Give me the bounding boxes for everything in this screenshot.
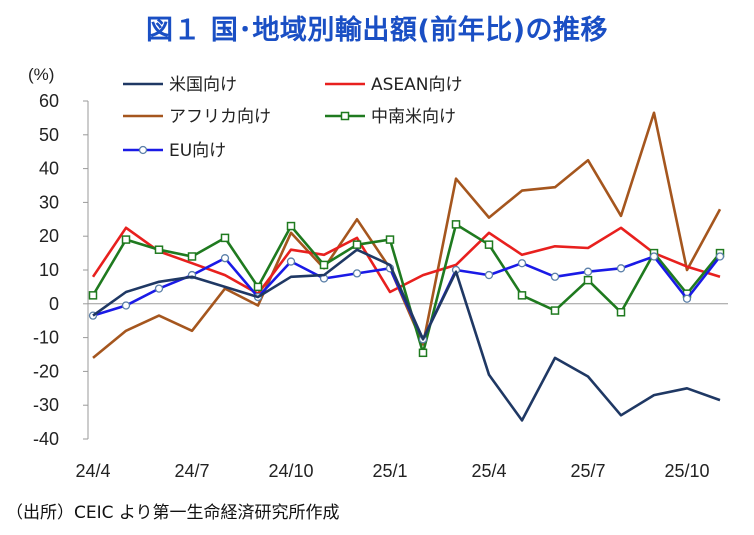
- data-point-marker: [220, 233, 230, 243]
- data-point-marker: [649, 252, 659, 261]
- legend-label: 米国向け: [169, 75, 237, 95]
- data-point-marker: [583, 275, 593, 285]
- y-tick-label: 50: [39, 125, 59, 145]
- y-tick-label: -20: [33, 361, 59, 381]
- legend-label: ASEAN向け: [371, 75, 463, 95]
- y-axis-unit: (%): [28, 65, 54, 84]
- data-point-marker: [682, 294, 692, 303]
- y-tick-label: 60: [39, 91, 59, 111]
- series-line-3: [91, 223, 722, 355]
- legend-label: アフリカ向け: [169, 107, 271, 127]
- x-tick-label: 24/4: [75, 461, 110, 481]
- data-point-marker: [154, 245, 164, 254]
- series-line-0: [92, 248, 721, 422]
- legend-marker: [138, 145, 148, 155]
- data-point-marker: [484, 270, 494, 280]
- data-point-marker: [715, 252, 725, 261]
- y-tick-label: 40: [39, 159, 59, 179]
- data-point-marker: [517, 291, 527, 300]
- legend-label: EU向け: [169, 141, 226, 161]
- y-tick-label: 0: [49, 294, 59, 314]
- data-point-marker: [154, 284, 164, 293]
- data-point-marker: [352, 240, 362, 249]
- data-point-marker: [319, 260, 329, 270]
- y-tick-label: 20: [39, 226, 59, 246]
- data-point-marker: [253, 282, 263, 292]
- chart-title: 図１ 国･地域別輸出額(前年比)の推移: [145, 15, 609, 46]
- x-tick-label: 25/10: [664, 461, 709, 481]
- x-tick-label: 25/7: [570, 461, 605, 481]
- legend-label: 中南米向け: [371, 107, 456, 127]
- y-tick-label: -30: [33, 395, 59, 415]
- tick-labels: 60 50 40 30 20 10 0 -10 -20 -30 -40 (%) 24/4 24/7 24/1…: [28, 65, 710, 481]
- data-point-marker: [517, 259, 527, 268]
- data-point-marker: [418, 348, 428, 358]
- series-line-1: [91, 226, 721, 296]
- x-tick-label: 24/10: [268, 461, 313, 481]
- data-point-marker: [616, 308, 626, 317]
- y-tick-label: -10: [33, 328, 59, 348]
- data-point-marker: [550, 306, 560, 315]
- data-point-marker: [286, 257, 296, 266]
- data-point-marker: [121, 301, 131, 310]
- data-point-marker: [187, 252, 197, 261]
- y-tick-label: -40: [33, 429, 59, 449]
- data-point-marker: [451, 220, 461, 229]
- data-point-marker: [88, 291, 98, 300]
- data-point-marker: [220, 254, 230, 263]
- data-point-marker: [583, 267, 593, 276]
- x-tick-label: 25/4: [471, 461, 506, 481]
- data-point-marker: [121, 235, 131, 244]
- data-point-marker: [352, 269, 362, 278]
- x-tick-label: 25/1: [372, 461, 407, 481]
- data-point-marker: [484, 240, 494, 249]
- data-point-marker: [616, 264, 626, 273]
- data-point-marker: [385, 235, 395, 244]
- x-tick-label: 24/7: [174, 461, 209, 481]
- source-note: （出所）CEIC より第一生命経済研究所作成: [6, 503, 340, 523]
- data-point-marker: [286, 221, 296, 231]
- legend-marker: [340, 111, 350, 121]
- y-tick-label: 10: [39, 260, 59, 280]
- data-point-marker: [550, 272, 560, 281]
- series-lines: [88, 111, 725, 422]
- y-tick-label: 30: [39, 192, 59, 212]
